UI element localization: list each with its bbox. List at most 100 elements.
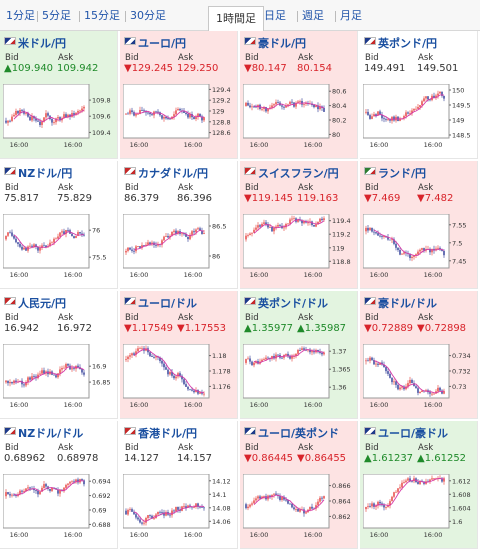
candle-body bbox=[183, 111, 185, 113]
candle-body bbox=[127, 509, 129, 515]
tab-3[interactable]: 30分足 bbox=[130, 9, 166, 22]
candle-body bbox=[391, 496, 393, 502]
candle-body bbox=[289, 101, 291, 105]
candle-body bbox=[413, 255, 415, 257]
candle-body bbox=[315, 505, 317, 509]
candle-body bbox=[51, 487, 53, 491]
pair-name[interactable]: NZドル/円 bbox=[18, 167, 73, 180]
candle-body bbox=[13, 114, 15, 117]
candlestick-chart[interactable]: 0.694 0.692 0.69 0.688 16:00 16:00 bbox=[3, 474, 115, 542]
candle-body bbox=[285, 499, 287, 501]
candlestick-chart[interactable]: 0.866 0.864 0.862 16:00 16:00 bbox=[243, 474, 355, 542]
candle-body bbox=[395, 381, 397, 385]
candle-body bbox=[127, 247, 129, 251]
moving-average-line bbox=[13, 109, 85, 122]
candle-body bbox=[147, 242, 149, 245]
candlestick-chart[interactable]: 7.55 7.5 7.45 16:00 16:00 bbox=[363, 214, 475, 282]
candle-body bbox=[369, 506, 371, 507]
candlestick-chart[interactable]: 80.6 80.4 80.2 80 16:00 16:00 bbox=[243, 84, 355, 152]
candle-body bbox=[443, 251, 445, 256]
candle-body bbox=[299, 350, 301, 351]
tab-2[interactable]: 15分足 bbox=[84, 9, 120, 22]
candle-body bbox=[313, 351, 315, 353]
pair-panel[interactable]: スイスフラン/円 Bid Ask ▼119.145 119.163 119.4 119.2 1… bbox=[240, 161, 358, 289]
candle-body bbox=[261, 223, 263, 227]
pair-name[interactable]: ユーロ/ドル bbox=[138, 297, 198, 310]
pair-name[interactable]: NZドル/ドル bbox=[18, 427, 84, 440]
tab-0[interactable]: 1分足 bbox=[6, 9, 35, 22]
tab-4[interactable]: 1時間足 bbox=[208, 6, 264, 31]
candle-body bbox=[195, 117, 197, 119]
candle-body bbox=[413, 108, 415, 111]
pair-name[interactable]: ユーロ/豪ドル bbox=[378, 427, 449, 440]
tab-5[interactable]: 日足 bbox=[264, 9, 286, 22]
pair-panel[interactable]: ユーロ/英ポンド Bid Ask ▼0.86445 ▼0.86455 0.866 0.864… bbox=[240, 421, 358, 549]
candlestick-chart[interactable]: 76 75.5 16:00 16:00 bbox=[3, 214, 115, 282]
candle-body bbox=[421, 101, 423, 106]
candlestick-chart[interactable]: 150 149.5 149 148.5 16:00 16:00 bbox=[363, 84, 475, 152]
pair-panel[interactable]: NZドル/ドル Bid Ask 0.68962 0.68978 0.694 0.692 0.6… bbox=[0, 421, 118, 549]
pair-panel[interactable]: 豪ドル/円 Bid Ask ▼80.147 80.154 80.6 80.4 80.2 80 16… bbox=[240, 31, 358, 159]
y-tick-label: 16.85 bbox=[92, 379, 111, 387]
candle-body bbox=[273, 356, 275, 359]
pair-name[interactable]: 英ポンド/ドル bbox=[258, 297, 329, 310]
candlestick-chart[interactable]: 1.612 1.608 1.604 1.6 16:00 16:00 bbox=[363, 474, 475, 542]
candle-body bbox=[139, 110, 141, 114]
pair-panel[interactable]: 米ドル/円 Bid Ask ▲109.940 109.942 109.8 109.6 109.… bbox=[0, 31, 118, 159]
candlestick-chart[interactable]: 109.8 109.6 109.4 16:00 16:00 bbox=[3, 84, 115, 152]
tab-1[interactable]: 5分足 bbox=[42, 9, 71, 22]
candle-body bbox=[193, 390, 195, 393]
pair-panel[interactable]: 豪ドル/ドル Bid Ask ▼0.72889 ▼0.72898 0.734 0.732 0.… bbox=[360, 291, 478, 419]
candle-body bbox=[423, 98, 425, 102]
pair-panel[interactable]: 人民元/円 Bid Ask 16.942 16.972 16.9 16.85 16:00 16:… bbox=[0, 291, 118, 419]
pair-panel[interactable]: カナダドル/円 Bid Ask 86.379 86.396 86.5 86 16:00 16:0… bbox=[120, 161, 238, 289]
candle-body bbox=[15, 238, 17, 243]
candlestick-chart[interactable]: 16.9 16.85 16:00 16:00 bbox=[3, 344, 115, 412]
candlestick-chart[interactable]: 1.37 1.365 1.36 16:00 16:00 bbox=[243, 344, 355, 412]
candlestick-chart[interactable]: 1.18 1.178 1.176 16:00 16:00 bbox=[123, 344, 235, 412]
pair-name[interactable]: 英ポンド/円 bbox=[378, 37, 438, 50]
pair-name[interactable]: ランド/円 bbox=[378, 167, 427, 180]
candle-body bbox=[199, 506, 201, 508]
y-tick-label: 0.692 bbox=[92, 492, 111, 500]
candlestick-chart[interactable]: 14.12 14.1 14.08 14.06 16:00 16:00 bbox=[123, 474, 235, 542]
pair-panel[interactable]: NZドル/円 Bid Ask 75.817 75.829 76 75.5 16:00 16:00 bbox=[0, 161, 118, 289]
pair-name[interactable]: スイスフラン/円 bbox=[258, 167, 339, 180]
candle-body bbox=[253, 362, 255, 366]
candle-body bbox=[425, 390, 427, 391]
pair-name[interactable]: ユーロ/英ポンド bbox=[258, 427, 340, 440]
pair-name[interactable]: 豪ドル/円 bbox=[258, 37, 307, 50]
pair-name[interactable]: 香港ドル/円 bbox=[138, 427, 198, 440]
pair-panel[interactable]: ユーロ/豪ドル Bid Ask ▲1.61237 ▲1.61252 1.612 1.608 1… bbox=[360, 421, 478, 549]
pair-panel[interactable]: ユーロ/円 Bid Ask ▼129.245 129.250 129.4 129.2 129 1… bbox=[120, 31, 238, 159]
tab-7[interactable]: 月足 bbox=[340, 9, 362, 22]
y-tick-label: 7.55 bbox=[452, 221, 466, 229]
candle-body bbox=[73, 368, 75, 369]
bid-value: 0.68962 bbox=[4, 453, 46, 464]
pair-name[interactable]: ユーロ/円 bbox=[138, 37, 187, 50]
tab-6[interactable]: 週足 bbox=[302, 9, 324, 22]
candle-body bbox=[431, 393, 433, 395]
pair-panel[interactable]: 香港ドル/円 Bid Ask 14.127 14.157 14.12 14.1 14.08 14… bbox=[120, 421, 238, 549]
x-tick-label: 16:00 bbox=[184, 531, 203, 539]
candlestick-chart[interactable]: 119.4 119.2 119 118.8 16:00 16:00 bbox=[243, 214, 355, 282]
pair-panel[interactable]: ユーロ/ドル Bid Ask ▼1.17549 ▼1.17553 1.18 1.178 1.1… bbox=[120, 291, 238, 419]
candlestick-chart[interactable]: 86.5 86 16:00 16:00 bbox=[123, 214, 235, 282]
candle-body bbox=[405, 480, 407, 483]
pair-name[interactable]: カナダドル/円 bbox=[138, 167, 209, 180]
candle-body bbox=[141, 522, 143, 524]
candlestick-chart[interactable]: 0.734 0.732 0.73 16:00 16:00 bbox=[363, 344, 475, 412]
pair-panel[interactable]: 英ポンド/円 Bid Ask 149.491 149.501 150 149.5 149 148… bbox=[360, 31, 478, 159]
y-tick-label: 1.6 bbox=[452, 518, 462, 526]
ask-label: Ask bbox=[298, 53, 314, 63]
pair-panel[interactable]: 英ポンド/ドル Bid Ask ▲1.35977 ▲1.35987 1.37 1.365 1.… bbox=[240, 291, 358, 419]
pair-name[interactable]: 豪ドル/ドル bbox=[378, 297, 438, 310]
pair-name[interactable]: 人民元/円 bbox=[18, 297, 67, 310]
candlestick-chart[interactable]: 129.4 129.2 129 128.8 128.6 16:00 16:00 bbox=[123, 84, 235, 152]
candle-body bbox=[73, 481, 75, 483]
candle-body bbox=[403, 252, 405, 254]
pair-panel[interactable]: ランド/円 Bid Ask ▼7.469 ▼7.482 7.55 7.5 7.45 16:00 1… bbox=[360, 161, 478, 289]
candle-body bbox=[9, 494, 11, 496]
candle-body bbox=[291, 503, 293, 508]
pair-name[interactable]: 米ドル/円 bbox=[18, 37, 67, 50]
